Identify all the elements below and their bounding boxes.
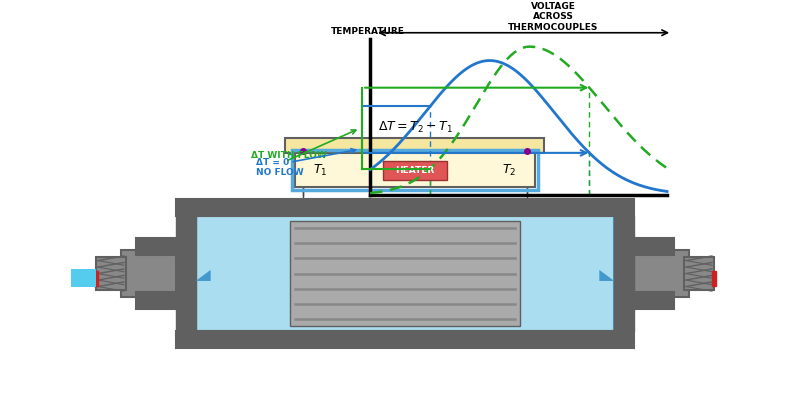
Text: ΔT WITH FLOW: ΔT WITH FLOW [250, 150, 326, 160]
Bar [176, 216, 196, 331]
Bar [382, 161, 447, 180]
Bar [634, 250, 689, 297]
Text: $T_2$: $T_2$ [502, 163, 517, 178]
Bar [292, 150, 538, 190]
Bar [295, 153, 534, 188]
Bar [286, 138, 545, 153]
Bar [176, 200, 634, 216]
Bar [712, 271, 716, 286]
Bar [634, 292, 674, 309]
Text: HEATER: HEATER [395, 166, 434, 175]
Text: ΔT = 0
NO FLOW: ΔT = 0 NO FLOW [255, 158, 303, 177]
Bar [176, 331, 634, 348]
Polygon shape [599, 270, 614, 281]
Text: TEMPERATURE: TEMPERATURE [331, 26, 405, 36]
Bar [136, 292, 176, 309]
Bar [290, 221, 519, 326]
Text: $T_1$: $T_1$ [313, 163, 327, 178]
Bar [614, 216, 634, 331]
Bar [71, 269, 96, 288]
Bar [136, 238, 176, 255]
Polygon shape [196, 270, 210, 281]
Text: VOLTAGE
ACROSS
THERMOCOUPLES: VOLTAGE ACROSS THERMOCOUPLES [508, 2, 598, 32]
Bar [96, 257, 126, 290]
Text: $\mathit{\Delta T = T_{2} - T_{1}}$: $\mathit{\Delta T = T_{2} - T_{1}}$ [378, 120, 452, 135]
Bar [121, 250, 176, 297]
Bar [196, 216, 614, 331]
Bar [684, 257, 714, 290]
Bar [634, 238, 674, 255]
Bar [94, 271, 98, 286]
